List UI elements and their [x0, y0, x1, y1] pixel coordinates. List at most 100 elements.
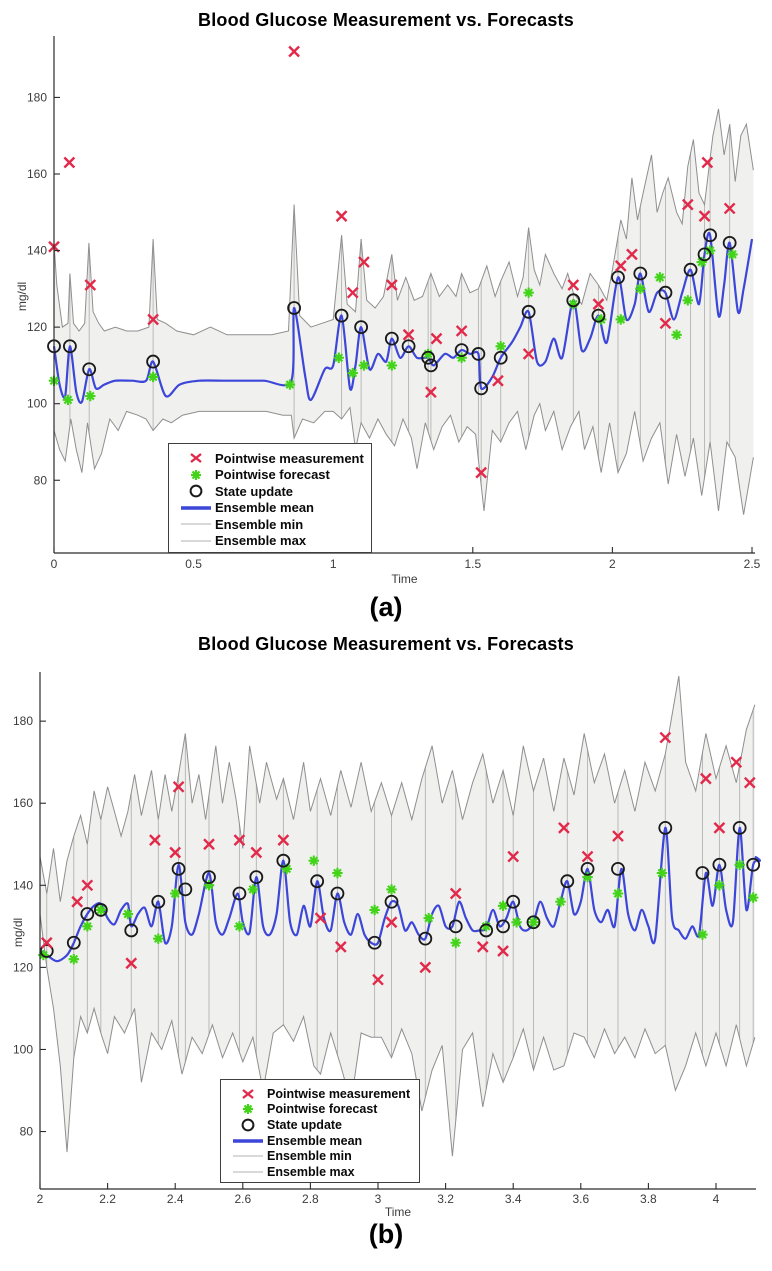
forecast-asterisk-icon — [191, 469, 201, 480]
mean-line-icon — [233, 1138, 263, 1143]
forecast-marker — [612, 888, 624, 899]
state-update-marker — [658, 285, 673, 300]
state-update-marker — [421, 350, 436, 365]
forecast-marker — [68, 953, 79, 965]
state-update-marker — [367, 935, 382, 950]
legend-marker — [177, 517, 215, 531]
measurement-marker — [567, 279, 580, 291]
forecast-marker — [153, 933, 164, 944]
legend-item: Ensemble max — [177, 533, 363, 550]
x-tick-label: 3.8 — [640, 1192, 657, 1206]
measurement-marker — [581, 850, 594, 863]
forecast-marker — [497, 900, 509, 912]
legend-label: Pointwise forecast — [267, 1102, 378, 1117]
forecast-marker — [369, 904, 380, 916]
ensemble-mean-line — [39, 826, 761, 963]
legend-item: Ensemble mean — [177, 500, 363, 517]
state-update-marker — [401, 339, 416, 354]
figure-b: Blood Glucose Measurement vs. Forecasts … — [0, 627, 772, 1254]
forecast-marker — [247, 884, 259, 895]
measurement-marker — [40, 936, 53, 949]
measurement-marker — [277, 834, 290, 847]
forecast-marker — [511, 917, 522, 928]
measurement-marker — [233, 834, 246, 847]
forecast-marker — [682, 295, 693, 306]
state-update-marker — [633, 266, 648, 281]
x-tick-label: 2.8 — [302, 1192, 319, 1206]
measurement-marker — [346, 286, 359, 299]
y-tick-label: 80 — [20, 1125, 34, 1139]
y-tick-label: 180 — [13, 714, 33, 728]
state-update-marker — [334, 308, 349, 323]
legend-item: Ensemble max — [229, 1164, 411, 1180]
forecast-marker — [615, 314, 626, 325]
legend-marker — [229, 1087, 267, 1101]
chart-title: Blood Glucose Measurement vs. Forecasts — [198, 10, 574, 30]
state-update-marker — [354, 320, 369, 335]
measurement-marker — [335, 210, 348, 222]
figure-caption-a: (a) — [369, 592, 403, 622]
ensemble-mean-line — [52, 232, 754, 404]
legend-marker — [177, 534, 215, 548]
mean-line-icon — [181, 506, 211, 510]
y-tick-label: 80 — [34, 473, 48, 487]
forecast-marker — [62, 394, 74, 406]
measurement-x-icon — [242, 1088, 254, 1099]
legend-item: Pointwise measurement — [229, 1086, 411, 1102]
measurement-marker — [522, 348, 535, 360]
state-update-marker — [39, 944, 54, 958]
forecast-marker — [203, 880, 215, 891]
measurement-marker — [659, 731, 672, 744]
forecast-marker — [528, 917, 539, 928]
measurement-marker — [612, 830, 624, 842]
measurement-marker — [730, 756, 743, 769]
legend-label: State update — [267, 1117, 343, 1132]
legend-marker — [177, 468, 215, 482]
forecast-asterisk-icon — [191, 469, 201, 480]
legend-item: Ensemble mean — [229, 1133, 411, 1149]
legend-label: State update — [215, 483, 294, 499]
legend-label: Pointwise measurement — [215, 450, 364, 466]
forecast-marker — [568, 298, 579, 310]
forecast-marker — [635, 283, 646, 295]
x-tick-label: 1 — [330, 557, 337, 571]
forecast-marker — [656, 867, 668, 879]
state-update-marker — [580, 861, 595, 876]
figure-caption-b: (b) — [368, 1219, 404, 1249]
state-update-marker — [695, 866, 710, 880]
measurement-marker — [203, 838, 215, 851]
state-update-marker — [146, 354, 161, 369]
state-update-marker — [521, 304, 536, 319]
state-update-marker — [471, 347, 486, 361]
legend-item: Pointwise forecast — [177, 467, 363, 484]
x-tick-label: 2 — [609, 557, 616, 571]
measurement-marker — [372, 973, 384, 986]
forecast-marker — [523, 287, 534, 298]
forecast-marker — [386, 360, 398, 371]
state-update-marker — [474, 381, 489, 396]
forecast-marker — [284, 379, 296, 390]
measurement-marker — [385, 916, 398, 929]
forecast-marker — [333, 352, 344, 363]
state-update-marker — [496, 919, 510, 934]
measurement-marker — [125, 957, 138, 970]
forecast-marker — [386, 884, 397, 895]
legend-item: State update — [229, 1117, 411, 1133]
y-tick-label: 140 — [27, 244, 47, 258]
legend-label: Ensemble mean — [215, 500, 314, 516]
legend-label: Ensemble min — [215, 516, 304, 532]
forecast-marker — [332, 867, 343, 879]
measurement-marker — [701, 156, 714, 169]
forecast-marker — [423, 912, 434, 924]
forecast-marker — [734, 859, 745, 870]
x-tick-label: 2 — [37, 1192, 44, 1206]
state-update-circle-icon — [241, 1118, 255, 1132]
forecast-marker — [422, 348, 434, 360]
x-tick-label: 4 — [713, 1192, 720, 1206]
measurement-marker — [385, 279, 398, 291]
state-update-marker — [66, 935, 81, 950]
state-update-marker — [80, 907, 95, 921]
measurement-marker — [659, 317, 672, 330]
ensemble-max-line — [53, 108, 754, 336]
forecast-marker — [95, 904, 107, 916]
